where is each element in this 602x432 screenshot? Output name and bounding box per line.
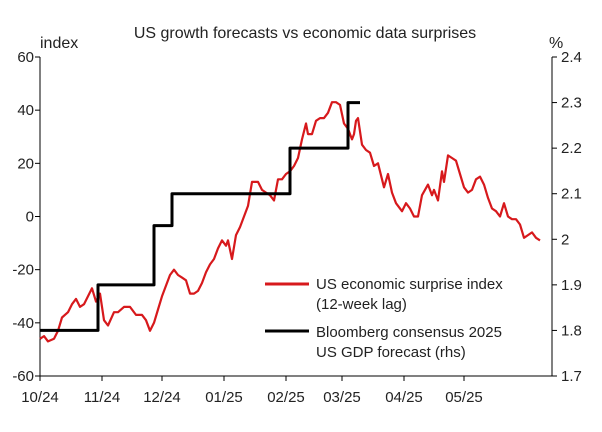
right-tick-label: 2.1 [561,186,582,203]
right-tick-label: 2 [561,231,569,248]
surprise-index-line [39,101,541,343]
left-tick-label: -40 [12,315,34,332]
x-tick-label: 04/25 [385,389,423,406]
series-layer [39,101,541,343]
right-tick-label: 2.4 [561,49,582,66]
left-axis-unit-label: index [40,35,78,52]
legend-label-surprise-index: US economic surprise index (12-week lag) [316,276,503,313]
x-tick-label: 10/24 [21,389,59,406]
right-tick-label: 2.3 [561,95,582,112]
left-tick-label: 0 [26,209,34,226]
left-tick-label: -60 [12,368,34,385]
x-tick-label: 01/25 [205,389,243,406]
x-tick-label: 12/24 [143,389,181,406]
x-tick-label: 11/24 [84,389,120,406]
x-tick-label: 05/25 [445,389,483,406]
x-tick-label: 03/25 [323,389,361,406]
left-tick-label: -20 [12,262,34,279]
right-tick-label: 1.8 [561,322,582,339]
left-tick-label: 60 [17,49,34,66]
right-axis-ticks: 2.4 2.3 2.2 2.1 2 1.9 1.8 1.7 [552,49,582,385]
right-tick-label: 1.7 [561,368,582,385]
legend-item-gdp-forecast: Bloomberg consensus 2025 US GDP forecast … [265,324,502,361]
right-tick-label: 1.9 [561,277,582,294]
legend-label-line: US economic surprise index [316,276,503,293]
left-axis-ticks: 60 40 20 0 -20 -40 -60 [12,49,40,385]
left-tick-label: 40 [17,102,34,119]
legend: US economic surprise index (12-week lag) … [265,276,503,361]
legend-label-gdp-forecast: Bloomberg consensus 2025 US GDP forecast … [316,324,502,361]
left-tick-label: 20 [17,155,34,172]
x-tick-label: 02/25 [267,389,305,406]
gdp-forecast-line [40,101,360,332]
legend-item-surprise-index: US economic surprise index (12-week lag) [265,276,503,313]
legend-label-line: US GDP forecast (rhs) [316,344,466,361]
chart-title: US growth forecasts vs economic data sur… [134,25,476,42]
right-tick-label: 2.2 [561,140,582,157]
right-axis-unit-label: % [549,35,563,52]
legend-label-line: Bloomberg consensus 2025 [316,324,502,341]
x-axis-ticks: 10/24 11/24 12/24 01/25 02/25 03/25 04/25 05/25 [21,376,483,406]
legend-label-line: (12-week lag) [316,296,407,313]
